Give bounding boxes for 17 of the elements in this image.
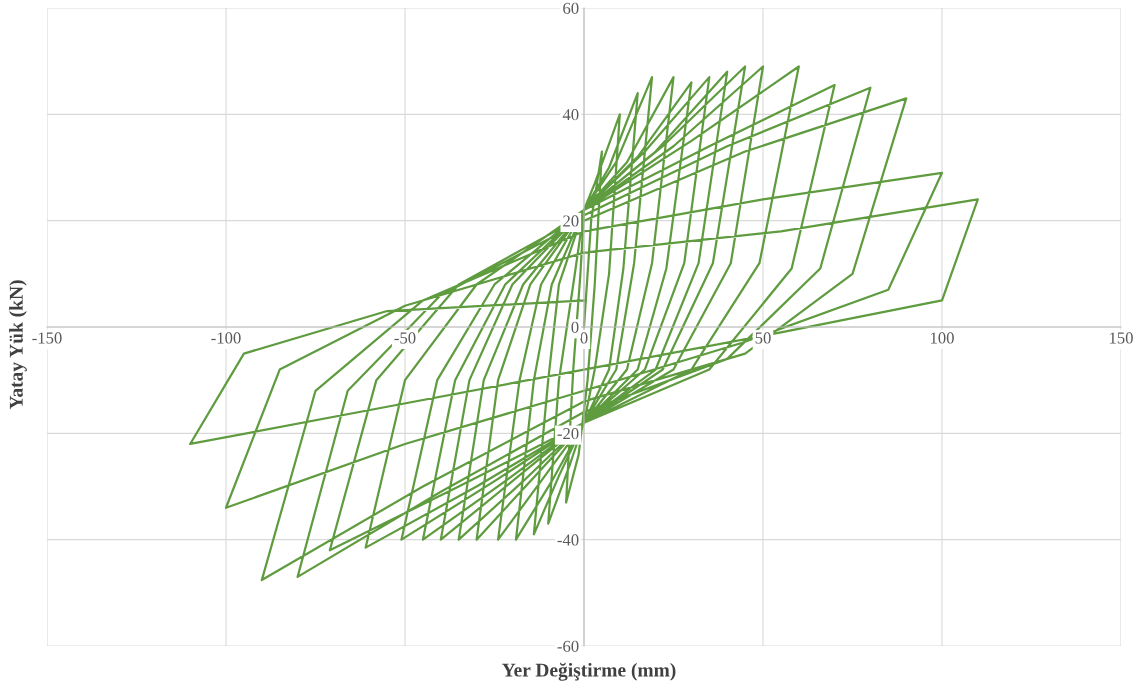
x-tick-label: 0 <box>580 332 588 344</box>
x-tick-label: -50 <box>394 332 416 344</box>
x-tick-label: -100 <box>211 332 241 344</box>
y-tick-label: -40 <box>557 534 579 546</box>
x-tick-label: -150 <box>32 332 62 344</box>
x-tick-label: 50 <box>755 332 771 344</box>
y-tick-label: 40 <box>562 109 579 121</box>
y-tick-label: 0 <box>571 321 579 333</box>
x-tick-label: 150 <box>1109 332 1133 344</box>
y-tick-label: 20 <box>563 215 579 227</box>
y-tick-label: 60 <box>563 2 579 14</box>
x-tick-label: 100 <box>930 332 954 344</box>
line-series <box>189 65 979 582</box>
y-tick-label: -20 <box>557 428 579 440</box>
y-axis-title: Yatay Yük (kN) <box>9 280 27 410</box>
x-axis-title: Yer Değiştirme (mm) <box>502 662 676 681</box>
y-tick-label: -60 <box>557 640 579 652</box>
